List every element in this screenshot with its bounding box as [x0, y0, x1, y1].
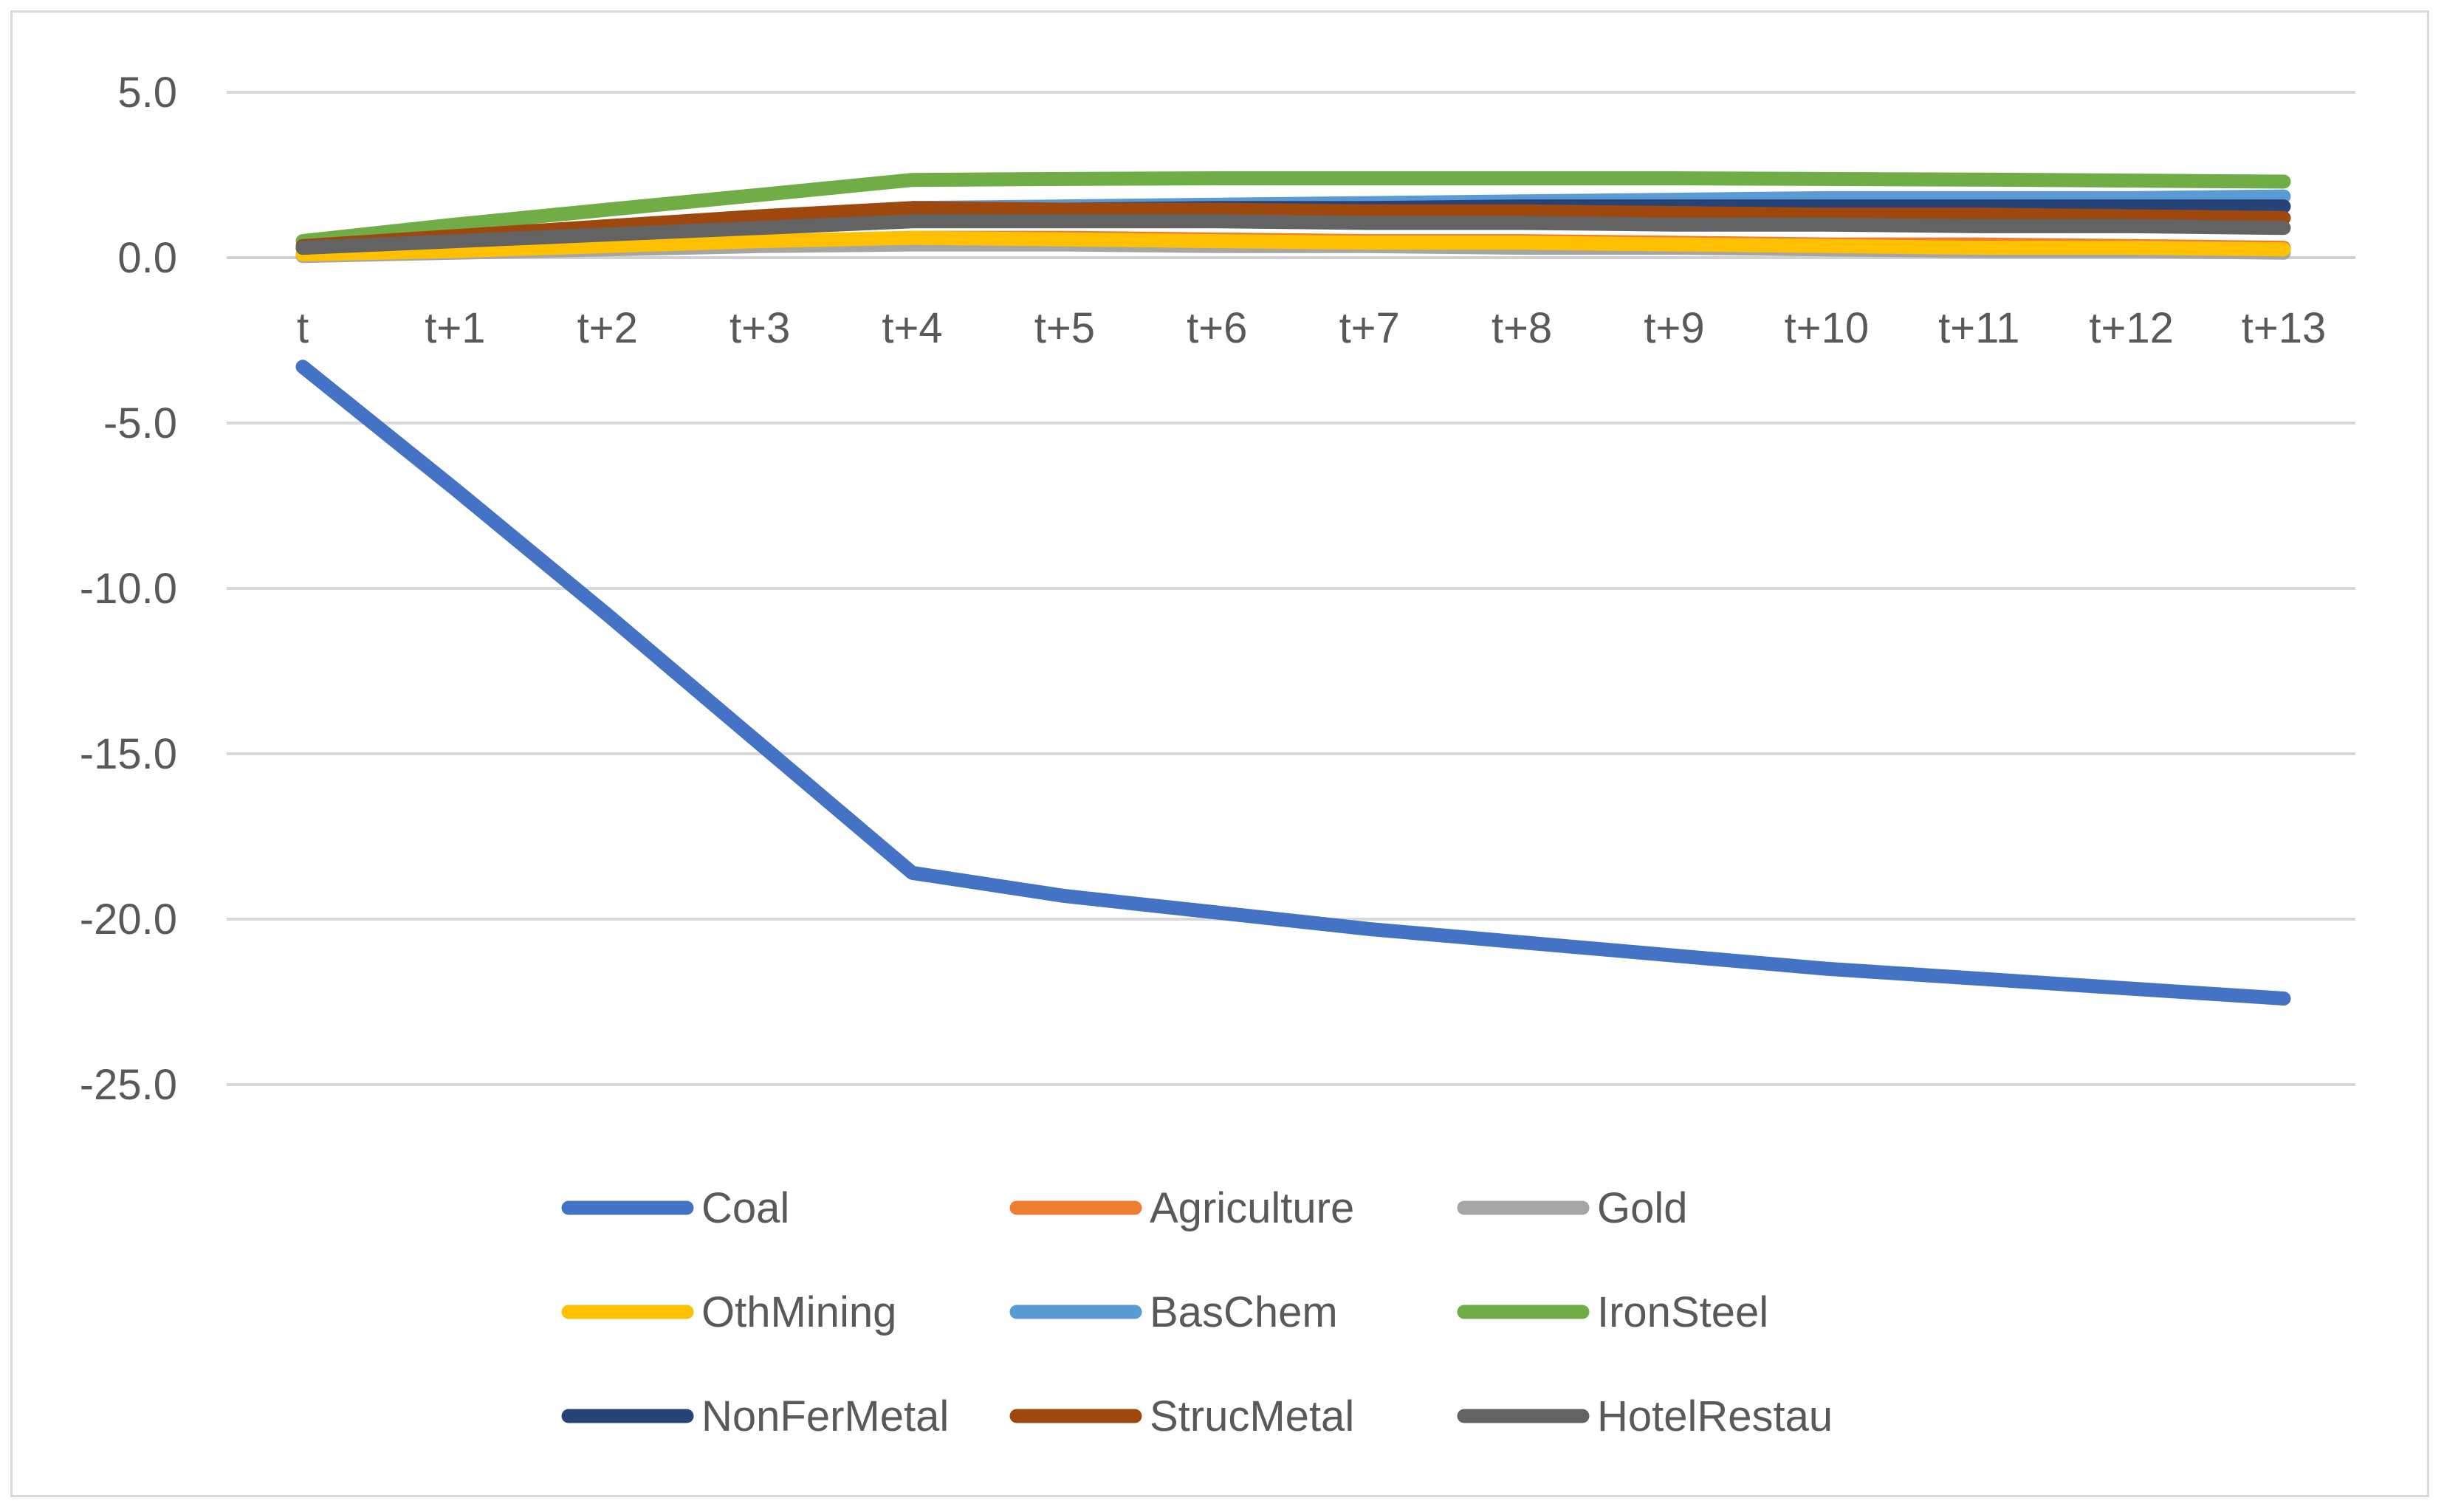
x-tick-label: t+13 — [2242, 304, 2327, 352]
series-line-ironsteel — [295, 171, 2291, 249]
series-line-hotelrestau — [295, 214, 2291, 255]
legend-item: Gold — [1457, 1184, 1688, 1232]
legend-item: IronSteel — [1457, 1288, 1768, 1336]
legend-item: StrucMetal — [1009, 1392, 1354, 1440]
legend-label: BasChem — [1150, 1288, 1338, 1336]
legend-item: HotelRestau — [1457, 1392, 1833, 1440]
legend-label: NonFerMetal — [701, 1392, 949, 1440]
legend-item: Agriculture — [1009, 1184, 1354, 1232]
x-tick-label: t+2 — [577, 304, 638, 352]
y-axis-tick-labels: 5.0 0.0 -5.0 -10.0 -15.0 -20.0 -25.0 — [80, 69, 177, 1109]
x-tick-label: t+10 — [1785, 304, 1870, 352]
series-line-strucmetal — [295, 201, 2291, 253]
series-lines — [295, 171, 2291, 1006]
y-tick-label: 0.0 — [117, 234, 177, 282]
x-tick-label: t+9 — [1644, 304, 1704, 352]
legend-item: OthMining — [561, 1288, 896, 1336]
x-tick-label: t+1 — [425, 304, 485, 352]
x-tick-label: t+4 — [882, 304, 942, 352]
legend-item: Coal — [561, 1184, 789, 1232]
legend-label: Gold — [1597, 1184, 1688, 1232]
legend-item: NonFerMetal — [561, 1392, 949, 1440]
legend-label: HotelRestau — [1597, 1392, 1833, 1440]
legend: Coal Agriculture Gold OthMining BasChem IronS… — [561, 1184, 1833, 1440]
legend-label: Agriculture — [1150, 1184, 1354, 1232]
x-tick-label: t+3 — [730, 304, 790, 352]
series-line-coal — [295, 360, 2291, 1006]
x-tick-label: t — [297, 304, 309, 352]
x-tick-label: t+12 — [2089, 304, 2174, 352]
legend-label: OthMining — [701, 1288, 896, 1336]
series-line-othmining — [295, 230, 2291, 261]
x-axis-tick-labels: t t+1 t+2 t+3 t+4 t+5 t+6 t+7 t+8 t+9 t+10 t+11 t+12… — [297, 304, 2326, 352]
legend-label: StrucMetal — [1150, 1392, 1354, 1440]
x-tick-label: t+7 — [1339, 304, 1400, 352]
y-tick-label: -5.0 — [103, 399, 177, 447]
legend-item: BasChem — [1009, 1288, 1338, 1336]
legend-label: IronSteel — [1597, 1288, 1768, 1336]
x-tick-label: t+6 — [1187, 304, 1247, 352]
y-tick-label: 5.0 — [117, 69, 177, 117]
x-tick-label: t+8 — [1492, 304, 1552, 352]
y-tick-label: -15.0 — [80, 730, 177, 778]
x-tick-label: t+5 — [1034, 304, 1095, 352]
y-tick-label: -20.0 — [80, 896, 177, 944]
y-tick-label: -10.0 — [80, 565, 177, 613]
y-tick-label: -25.0 — [80, 1061, 177, 1109]
legend-label: Coal — [701, 1184, 789, 1232]
x-tick-label: t+11 — [1938, 304, 2019, 352]
